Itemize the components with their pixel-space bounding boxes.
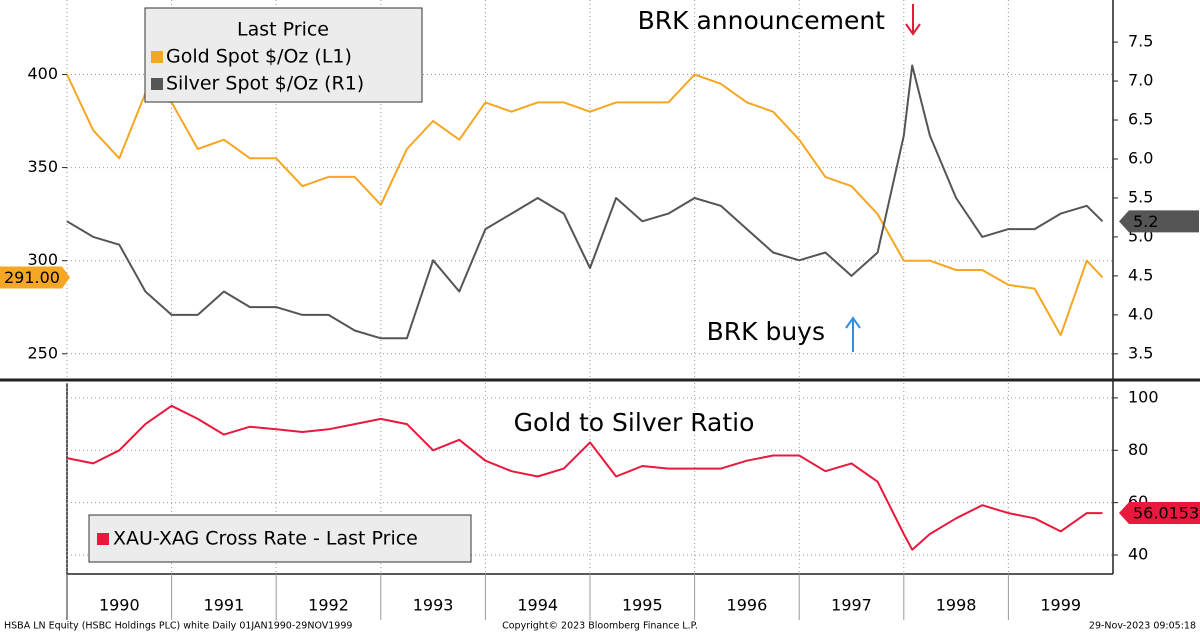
last-value-tag: 291.00 (4, 268, 60, 287)
legend-swatch (151, 78, 163, 90)
arrow-head (845, 316, 861, 329)
x-tick-label: 1998 (936, 596, 977, 615)
y2-tick-label: 4.5 (1128, 265, 1153, 284)
y-tick-label: 300 (27, 250, 58, 269)
series-line (66, 404, 1103, 551)
footer-right: 29-Nov-2023 09:05:18 (1089, 621, 1196, 632)
last-value-tag-shape (0, 266, 70, 289)
x-tick-label: 1993 (413, 596, 454, 615)
last-value-tag: 5.2 (1133, 212, 1158, 231)
legend-box (88, 514, 472, 563)
x-tick-label: 1995 (622, 596, 663, 615)
x-tick-label: 1992 (308, 596, 349, 615)
footer-left: HSBA LN Equity (HSBC Holdings PLC) white… (4, 621, 352, 632)
y2-tick-label: 3.5 (1128, 343, 1153, 362)
x-tick-label: 1991 (204, 596, 245, 615)
last-value-tag-shape (1119, 210, 1199, 233)
y-tick-label: 350 (27, 157, 58, 176)
annotation: BRK announcement (638, 6, 886, 35)
legend-label: Gold Spot $/Oz (L1) (166, 46, 352, 68)
y2-tick-label: 6.5 (1128, 110, 1153, 129)
y-tick-label: 100 (1128, 387, 1159, 406)
y2-tick-label: 4.0 (1128, 304, 1153, 323)
x-tick-label: 1996 (727, 596, 768, 615)
legend-box (144, 7, 423, 103)
x-tick-label: 1990 (99, 596, 140, 615)
y2-tick-label: 6.0 (1128, 148, 1153, 167)
y2-tick-label: 5.5 (1128, 187, 1153, 206)
last-value-tag-shape (1119, 502, 1200, 525)
y2-tick-label: 7.5 (1128, 32, 1153, 51)
x-tick-label: 1999 (1040, 596, 1081, 615)
y-tick-label: 400 (27, 64, 58, 83)
legend-swatch (97, 533, 109, 545)
footer-center: Copyright© 2023 Bloomberg Finance L.P. (502, 621, 698, 632)
legend-title: Last Price (237, 19, 329, 41)
y-tick-label: 80 (1128, 440, 1148, 459)
y2-tick-label: 7.0 (1128, 71, 1153, 90)
last-value-tag: 56.0153 (1133, 504, 1199, 523)
x-tick-label: 1997 (831, 596, 872, 615)
chart-title: Gold to Silver Ratio (514, 408, 755, 437)
series-line (66, 64, 1104, 340)
plot-layer: 1990 1991 1992 1993 1994 1995 1996 1997 1998 1999… (0, 0, 1200, 620)
series-line (66, 73, 1104, 337)
annotation: BRK buys (707, 317, 825, 346)
x-tick-label: 1994 (517, 596, 558, 615)
y-tick-label: 40 (1128, 544, 1148, 563)
y-tick-label: 250 (27, 343, 58, 362)
legend-label: Silver Spot $/Oz (R1) (166, 73, 364, 95)
legend-swatch (151, 51, 163, 63)
arrow-head (905, 23, 921, 36)
legend-label: XAU-XAG Cross Rate - Last Price (113, 528, 418, 550)
